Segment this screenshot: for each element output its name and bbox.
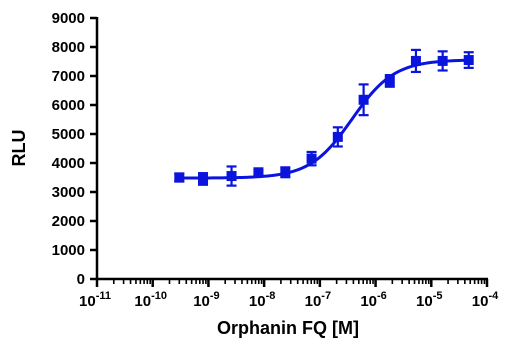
y-axis-title: RLU xyxy=(9,130,29,167)
data-marker xyxy=(174,172,185,183)
fit-curve xyxy=(179,58,469,180)
data-marker xyxy=(463,55,474,66)
data-marker xyxy=(384,75,395,86)
y-tick-label: 5000 xyxy=(52,126,85,143)
x-tick-label: 10-7 xyxy=(305,290,331,310)
x-tick-label: 10-11 xyxy=(79,290,111,310)
x-tick-label: 10-5 xyxy=(416,290,442,310)
x-tick-label: 10-10 xyxy=(134,290,167,310)
data-point xyxy=(332,126,343,148)
plot-area xyxy=(174,48,474,187)
data-point xyxy=(306,150,317,167)
data-marker xyxy=(253,167,264,178)
y-tick-label: 0 xyxy=(77,271,85,288)
x-tick-label: 10-8 xyxy=(249,290,275,310)
y-tick-label: 4000 xyxy=(52,155,85,172)
data-point xyxy=(410,48,421,74)
data-point xyxy=(280,166,291,179)
data-point xyxy=(226,165,237,187)
data-marker xyxy=(306,153,317,164)
data-point xyxy=(437,50,448,72)
data-marker xyxy=(280,167,291,178)
data-marker xyxy=(410,55,421,66)
data-marker xyxy=(358,94,369,105)
data-point xyxy=(174,172,185,183)
y-tick-label: 9000 xyxy=(52,10,85,27)
data-marker xyxy=(226,171,237,182)
y-axis: 0 1000 2000 3000 4000 5000 6000 7000 8000 9000 xyxy=(52,10,99,288)
y-tick-label: 8000 xyxy=(52,39,85,56)
x-axis: 10-11 10-10 10-9 10-8 10-7 10-6 10-5 10-4 xyxy=(79,277,499,310)
x-tick-label: 10-6 xyxy=(360,290,386,310)
y-tick-label: 6000 xyxy=(52,97,85,114)
data-point xyxy=(358,83,369,117)
data-point xyxy=(253,167,264,178)
y-tick-label: 3000 xyxy=(52,184,85,201)
data-marker xyxy=(198,173,209,184)
x-tick-label: 10-9 xyxy=(193,290,219,310)
data-point xyxy=(384,74,395,88)
x-tick-label: 10-4 xyxy=(472,290,499,310)
y-tick-label: 1000 xyxy=(52,242,85,259)
data-point xyxy=(198,172,209,186)
x-axis-title: Orphanin FQ [M] xyxy=(217,318,359,338)
data-point xyxy=(463,51,474,69)
y-tick-label: 2000 xyxy=(52,213,85,230)
data-marker xyxy=(437,55,448,66)
y-tick-label: 7000 xyxy=(52,68,85,85)
data-marker xyxy=(332,131,343,142)
